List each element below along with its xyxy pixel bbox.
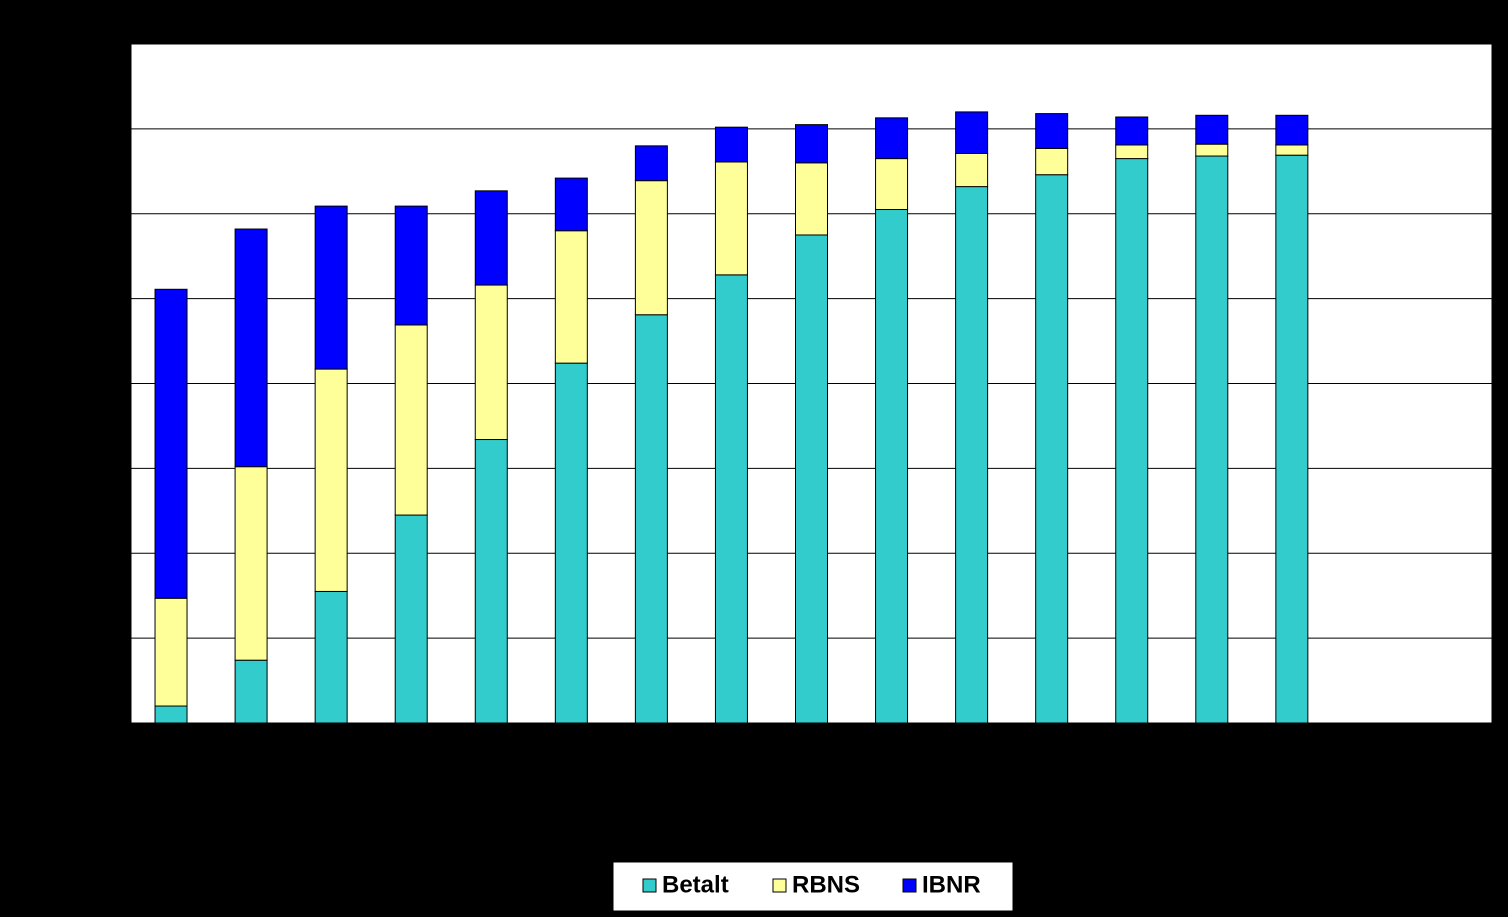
- bar-segment: [1115, 144, 1149, 160]
- bar-segment: [1275, 114, 1309, 146]
- bar-segment: [554, 362, 588, 724]
- bar-segment: [795, 234, 828, 724]
- bar-segment: [554, 230, 588, 364]
- bar-segment: [1195, 155, 1229, 724]
- y-tick-label: 3: [111, 457, 121, 477]
- bar-segment: [714, 161, 748, 276]
- legend-swatch: [642, 878, 657, 893]
- bar-segment: [634, 180, 668, 316]
- bar-segment: [554, 177, 588, 232]
- bar-segment: [1195, 143, 1229, 157]
- bar-segment: [314, 590, 348, 724]
- legend-label: RBNS: [792, 871, 860, 898]
- bar-segment: [1275, 154, 1309, 724]
- bar-segment: [234, 228, 268, 468]
- bar-segment: [314, 205, 348, 370]
- y-tick-label: 6: [111, 203, 121, 223]
- bar-segment: [394, 514, 428, 724]
- bar-segment: [714, 126, 748, 163]
- bar-segment: [474, 190, 508, 286]
- legend-label: Betalt: [662, 871, 729, 898]
- y-tick-label: 1: [111, 627, 121, 647]
- legend-label: IBNR: [922, 871, 981, 898]
- bar-segment: [875, 158, 909, 211]
- bar-segment: [1035, 174, 1069, 724]
- bar-segment: [714, 274, 748, 724]
- legend-swatch: [772, 878, 787, 893]
- bar-segment: [875, 209, 909, 724]
- y-tick-label: 4: [111, 372, 121, 392]
- bar-segment: [1035, 113, 1069, 149]
- bar-segment: [1035, 147, 1069, 176]
- bar-segment: [1115, 158, 1149, 724]
- bar-segment: [474, 439, 508, 724]
- bar-segment: [394, 205, 428, 326]
- bar-segment: [1275, 144, 1309, 156]
- y-tick-label: 2: [111, 542, 121, 562]
- bar-segment: [795, 162, 828, 236]
- bar-segment: [1115, 116, 1149, 146]
- legend-swatch: [902, 878, 917, 893]
- legend-box: [612, 861, 1014, 912]
- bar-segment: [154, 288, 188, 599]
- bar-segment: [795, 124, 828, 164]
- bar-segment: [234, 659, 268, 724]
- bar-segment: [234, 466, 268, 661]
- bar-segment: [634, 145, 668, 182]
- y-tick-label: 5: [111, 287, 121, 307]
- y-tick-label: 0: [111, 712, 121, 732]
- bar-segment: [154, 597, 188, 707]
- bar-segment: [955, 152, 989, 188]
- bar-segment: [955, 111, 989, 154]
- y-tick-label: 7: [111, 118, 121, 138]
- bar-segment: [634, 314, 668, 724]
- bar-segment: [474, 284, 508, 441]
- bar-segment: [314, 368, 348, 592]
- y-tick-label: 8: [111, 33, 121, 53]
- bar-segment: [154, 705, 188, 724]
- bar-segment: [955, 186, 989, 724]
- bar-segment: [875, 117, 909, 160]
- bar-segment: [1195, 114, 1229, 145]
- bar-segment: [394, 324, 428, 516]
